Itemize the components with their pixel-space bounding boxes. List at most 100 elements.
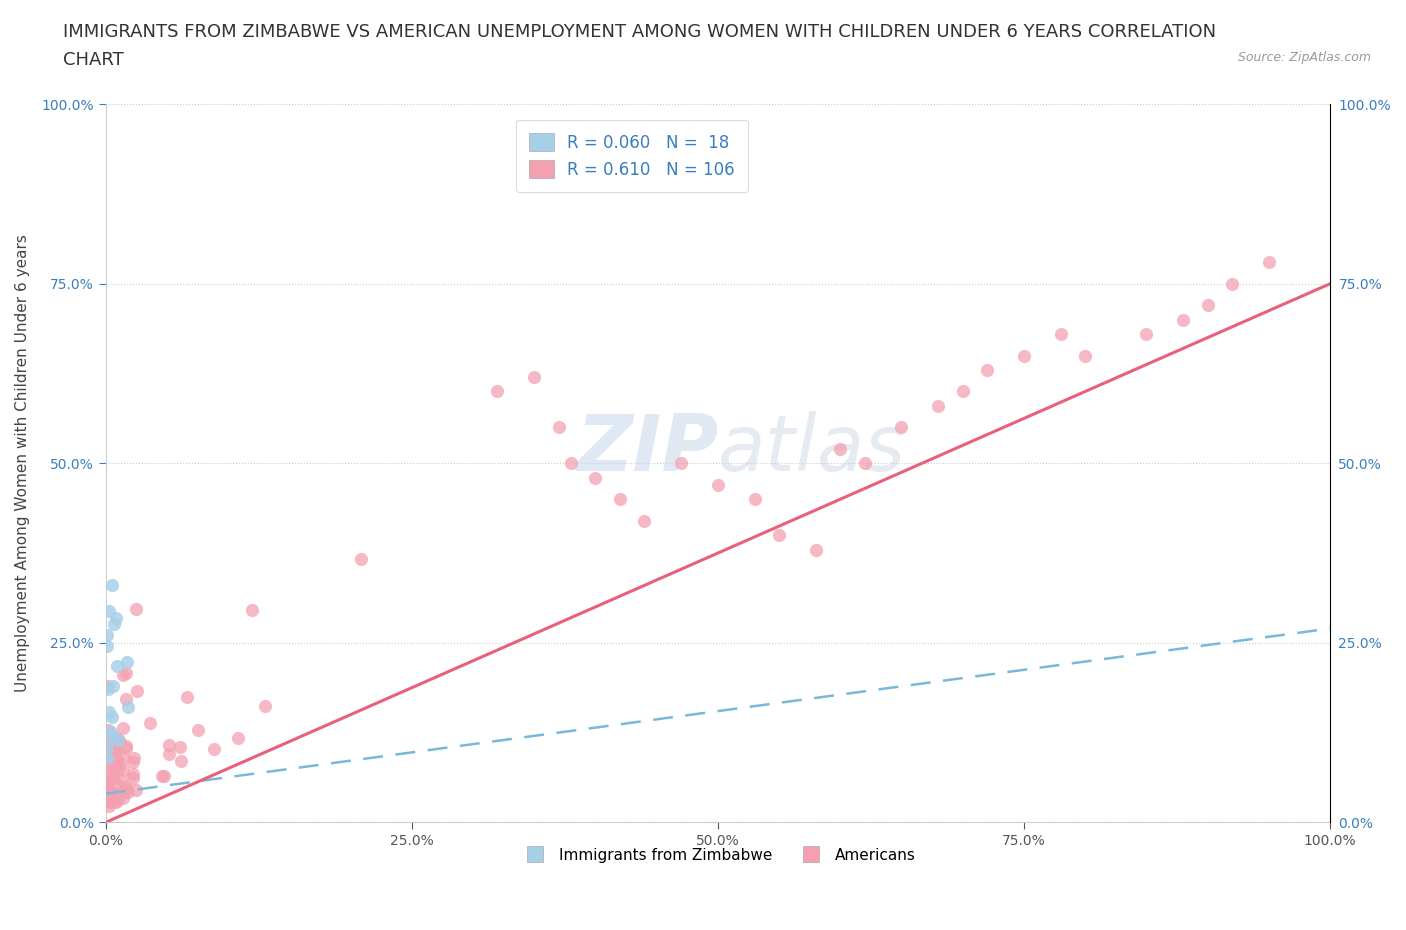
Point — [104, 761, 127, 776]
Y-axis label: Unemployment Among Women with Children Under 6 years: Unemployment Among Women with Children U… — [15, 234, 30, 692]
Point — [105, 756, 128, 771]
Point — [115, 780, 138, 795]
Point — [150, 769, 173, 784]
Point — [1074, 348, 1097, 363]
Point — [486, 384, 509, 399]
Point — [98, 738, 121, 753]
Point — [100, 724, 122, 739]
Point — [1135, 326, 1157, 341]
Point — [98, 745, 121, 760]
Point — [96, 627, 118, 642]
Point — [97, 782, 120, 797]
Point — [226, 731, 249, 746]
Point — [202, 742, 225, 757]
Point — [112, 751, 135, 765]
Point — [96, 639, 118, 654]
Point — [853, 456, 876, 471]
Point — [96, 759, 118, 774]
Point — [115, 666, 138, 681]
Point — [115, 781, 138, 796]
Point — [1220, 276, 1243, 291]
Point — [97, 678, 120, 693]
Point — [1171, 312, 1194, 327]
Point — [96, 732, 118, 747]
Point — [108, 760, 131, 775]
Point — [122, 754, 145, 769]
Point — [97, 604, 120, 618]
Point — [125, 684, 148, 698]
Point — [103, 748, 125, 763]
Point — [890, 420, 912, 435]
Point — [97, 723, 120, 737]
Point — [100, 749, 122, 764]
Point — [104, 791, 127, 806]
Point — [96, 774, 118, 789]
Point — [633, 513, 655, 528]
Point — [104, 738, 127, 753]
Point — [125, 602, 148, 617]
Text: CHART: CHART — [63, 51, 124, 69]
Point — [97, 754, 120, 769]
Point — [350, 551, 373, 566]
Text: ZIP: ZIP — [575, 411, 718, 487]
Point — [122, 751, 145, 765]
Text: atlas: atlas — [718, 411, 905, 487]
Point — [104, 730, 127, 745]
Point — [105, 777, 128, 791]
Point — [104, 611, 127, 626]
Point — [101, 728, 124, 743]
Point — [560, 456, 582, 471]
Point — [105, 763, 128, 777]
Point — [523, 370, 546, 385]
Point — [153, 769, 176, 784]
Point — [115, 741, 138, 756]
Point — [547, 420, 569, 435]
Point — [107, 732, 129, 747]
Point — [112, 763, 135, 777]
Point — [117, 785, 139, 800]
Point — [253, 698, 276, 713]
Point — [96, 783, 118, 798]
Point — [100, 742, 122, 757]
Point — [97, 682, 120, 697]
Point — [107, 753, 129, 768]
Point — [609, 492, 631, 507]
Point — [100, 790, 122, 804]
Point — [100, 791, 122, 806]
Point — [98, 795, 121, 810]
Point — [115, 738, 138, 753]
Point — [830, 442, 852, 457]
Point — [96, 751, 118, 765]
Point — [104, 745, 127, 760]
Point — [111, 790, 134, 805]
Point — [159, 746, 181, 761]
Point — [101, 765, 124, 780]
Point — [768, 527, 790, 542]
Point — [97, 705, 120, 720]
Point — [927, 398, 949, 413]
Point — [101, 791, 124, 806]
Point — [139, 715, 162, 730]
Point — [107, 733, 129, 748]
Point — [105, 794, 128, 809]
Point — [112, 668, 135, 683]
Legend: Immigrants from Zimbabwe, Americans: Immigrants from Zimbabwe, Americans — [513, 842, 922, 869]
Point — [176, 689, 198, 704]
Point — [976, 363, 998, 378]
Point — [122, 770, 145, 785]
Point — [110, 785, 132, 800]
Point — [744, 492, 766, 507]
Point — [104, 761, 127, 776]
Point — [100, 785, 122, 800]
Point — [96, 779, 118, 794]
Point — [103, 617, 125, 631]
Point — [583, 471, 606, 485]
Point — [100, 578, 122, 592]
Point — [952, 384, 974, 399]
Text: IMMIGRANTS FROM ZIMBABWE VS AMERICAN UNEMPLOYMENT AMONG WOMEN WITH CHILDREN UNDE: IMMIGRANTS FROM ZIMBABWE VS AMERICAN UNE… — [63, 23, 1216, 41]
Point — [240, 602, 263, 617]
Point — [103, 679, 125, 694]
Point — [97, 782, 120, 797]
Point — [96, 739, 118, 754]
Text: Source: ZipAtlas.com: Source: ZipAtlas.com — [1237, 51, 1371, 64]
